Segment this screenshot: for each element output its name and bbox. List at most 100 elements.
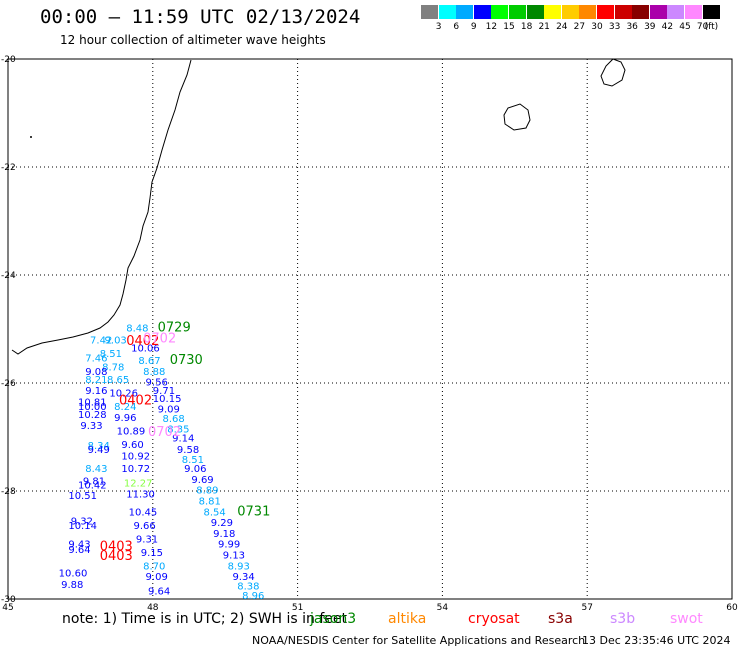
map-frame (7, 58, 733, 600)
legend-swatch (544, 5, 562, 19)
wave-height-value: 8.93 (228, 561, 250, 572)
wave-height-value: 9.08 (85, 367, 107, 378)
wave-height-value: 9.06 (184, 464, 206, 475)
pass-time-label: 0403 (100, 539, 133, 554)
wave-height-value: 9.16 (85, 386, 107, 397)
wave-height-value: 8.54 (203, 507, 225, 518)
pass-time-label: 0702 (148, 425, 181, 440)
legend-swatch (509, 5, 526, 19)
pass-time-label: 0402 (126, 334, 159, 349)
wave-height-value: 9.58 (177, 445, 199, 456)
wave-height-value: 8.88 (143, 367, 165, 378)
wave-height-value: 9.31 (136, 534, 158, 545)
madagascar-coastline (11, 59, 192, 355)
wave-height-value: 8.78 (102, 363, 124, 374)
reunion-island (503, 103, 531, 131)
coastlines (11, 58, 626, 355)
wave-height-value: 10.72 (121, 464, 150, 475)
credit-text: NOAA/NESDIS Center for Satellite Applica… (252, 634, 586, 647)
page-title: 00:00 — 11:59 UTC 02/13/2024 (40, 6, 361, 28)
legend-swatch (421, 5, 438, 19)
wave-height-value: 12.27 (124, 479, 153, 490)
lon-tick-label: 54 (437, 603, 449, 613)
wave-height-value: 9.69 (191, 475, 213, 486)
longitude-tick-labels: 45 48 51 54 57 60 (2, 603, 738, 613)
pass-time-label: 0402 (119, 394, 152, 409)
wave-height-value: 9.14 (172, 433, 194, 444)
wave-height-value: 9.66 (133, 521, 155, 532)
wave-height-value: 7.42 (90, 336, 112, 347)
wave-height-value: 10.51 (68, 491, 97, 502)
wave-height-value: 10.06 (131, 344, 160, 355)
wave-height-value: 9.32 (71, 516, 93, 527)
wave-height-value: 9.64 (148, 587, 170, 598)
legend-swatch (667, 5, 685, 19)
legend-label: 21 (538, 22, 550, 32)
wave-height-value: 9.43 (68, 540, 90, 551)
wave-height-value: 11.30 (126, 489, 155, 500)
legend-label: 33 (608, 22, 621, 32)
page-subtitle: 12 hour collection of altimeter wave hei… (60, 33, 326, 47)
lon-tick-label: 51 (292, 603, 303, 613)
legend-swatch (632, 5, 650, 19)
legend-label: 3 (435, 22, 442, 32)
legend-label: 12 (485, 22, 498, 32)
wave-height-value: 10.89 (117, 426, 146, 437)
wave-height-value: 8.51 (100, 349, 122, 360)
footer-note: note: 1) Time is in UTC; 2) SWH is in fe… (62, 611, 348, 627)
legend-label: 30 (591, 22, 603, 32)
wave-height-value: 8.48 (126, 324, 148, 335)
wave-height-value: 10.60 (59, 568, 88, 579)
wave-height-value: 8.81 (199, 497, 221, 508)
wave-height-value: 9.81 (83, 477, 105, 488)
satellite-name: swot (670, 611, 703, 627)
wave-height-value: 9.99 (218, 540, 240, 551)
wave-height-value: 8.65 (107, 375, 129, 386)
lat-tick-label: -24 (1, 271, 16, 281)
wave-height-value: 8.21 (85, 375, 107, 386)
legend-label: 9 (470, 22, 477, 32)
pass-time-label: 0729 (158, 321, 191, 336)
map-grid (8, 59, 732, 599)
wave-height-value: 9.49 (88, 445, 110, 456)
wave-height-value: 10.00 (78, 402, 107, 413)
legend-swatch (526, 5, 544, 19)
lon-tick-label: 45 (2, 603, 13, 613)
legend-label: 70 (696, 22, 709, 32)
legend-swatch (491, 5, 509, 19)
wave-height-value: 8.70 (143, 561, 165, 572)
legend-label: 6 (453, 22, 460, 32)
legend-label: 39 (644, 22, 656, 32)
pass-time-label: 0702 (143, 332, 176, 347)
wave-height-value: 9.34 (232, 572, 254, 583)
satellite-name: jason3 (310, 611, 357, 627)
legend-swatch (702, 5, 720, 19)
legend-swatch (473, 5, 491, 19)
wave-height-value: 10.26 (109, 389, 138, 400)
legend-label: 42 (661, 22, 674, 32)
wave-height-value: 10.28 (78, 410, 107, 421)
satellite-name: s3a (548, 611, 573, 627)
legend-swatch (685, 5, 702, 19)
wave-height-value: 9.96 (114, 413, 136, 424)
wave-height-value: 10.92 (121, 452, 150, 463)
pass-time-label: 0403 (100, 549, 133, 564)
wave-height-value: 9.15 (141, 548, 163, 559)
wave-height-value: 8.68 (162, 414, 184, 425)
wave-height-value: 8.24 (114, 402, 136, 413)
wave-height-value: 9.03 (105, 336, 127, 347)
wave-height-value: 9.09 (158, 405, 180, 416)
legend-label: 27 (573, 22, 586, 32)
wave-height-value: 8.43 (85, 464, 107, 475)
wave-height-value: 9.60 (121, 440, 143, 451)
legend-swatch (456, 5, 474, 19)
wave-height-value: 10.81 (78, 398, 107, 409)
wave-height-value: 9.09 (146, 572, 168, 583)
wave-height-value: 8.51 (182, 455, 204, 466)
legend-label: 18 (520, 22, 533, 32)
legend-swatch (614, 5, 632, 19)
wave-height-value: 9.56 (146, 378, 168, 389)
